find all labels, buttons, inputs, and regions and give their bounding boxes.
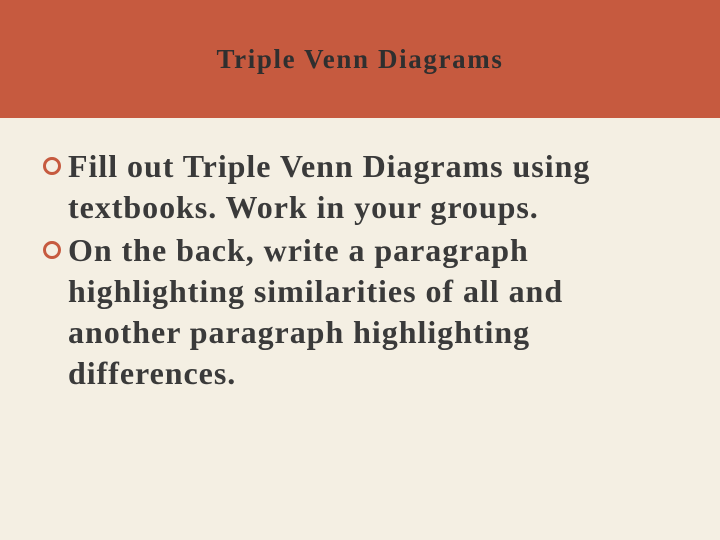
list-item-text: On the back, write a paragraph highlight… — [68, 230, 678, 394]
list-item: On the back, write a paragraph highlight… — [42, 230, 678, 394]
bullet-circle-icon — [42, 240, 62, 260]
bullet-circle-icon — [42, 156, 62, 176]
slide-body: Fill out Triple Venn Diagrams using text… — [0, 118, 720, 540]
list-item-text: Fill out Triple Venn Diagrams using text… — [68, 146, 678, 228]
slide: Triple Venn Diagrams Fill out Triple Ven… — [0, 0, 720, 540]
header-band: Triple Venn Diagrams — [0, 0, 720, 118]
slide-title: Triple Venn Diagrams — [217, 44, 504, 75]
list-item: Fill out Triple Venn Diagrams using text… — [42, 146, 678, 228]
